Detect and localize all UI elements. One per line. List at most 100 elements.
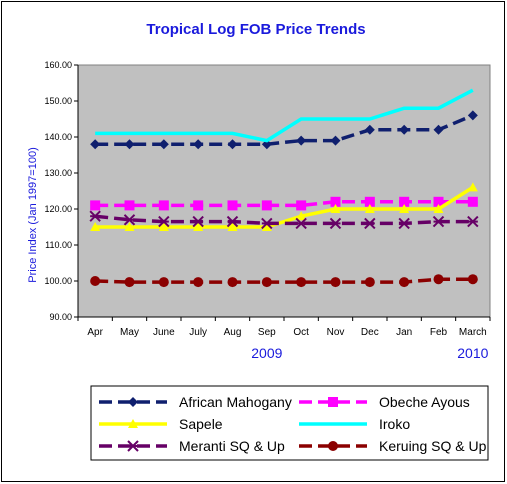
data-point: [90, 139, 101, 150]
data-point: [364, 277, 375, 288]
x-tick-label: June: [153, 327, 175, 338]
series-line: [95, 185, 474, 229]
data-point: [467, 182, 478, 192]
data-point: [261, 277, 272, 288]
legend-swatch-marker: [128, 397, 138, 407]
data-point: [433, 274, 444, 285]
data-point: [432, 215, 445, 228]
data-point: [364, 124, 375, 135]
data-point: [399, 204, 410, 213]
legend-entry: Iroko: [299, 416, 410, 432]
y-tick-label: 140.00: [44, 132, 72, 142]
data-point: [158, 222, 169, 231]
data-point: [296, 200, 307, 211]
data-point: [261, 200, 272, 211]
data-point: [467, 274, 478, 285]
data-point: [124, 277, 135, 288]
data-point: [227, 222, 238, 231]
data-point: [261, 222, 272, 231]
legend-label: African Mahogany: [179, 394, 292, 410]
x-tick-label: Nov: [327, 327, 345, 338]
data-point: [364, 196, 375, 207]
data-point: [261, 217, 273, 230]
data-point: [90, 200, 101, 211]
data-point: [193, 277, 204, 288]
y-tick-label: 100.00: [44, 276, 72, 286]
data-point: [226, 215, 239, 228]
data-point: [193, 139, 204, 150]
series-iroko: [95, 88, 474, 143]
x-tick-label: May: [120, 327, 139, 338]
y-tick-label: 160.00: [44, 60, 72, 70]
series-line: [95, 88, 474, 143]
data-point: [123, 214, 136, 226]
data-point: [330, 277, 341, 288]
y-axis-label: Price Index (Jan 1997=100): [27, 147, 39, 282]
legend-swatch-marker: [127, 440, 139, 452]
year-label: 2009: [251, 345, 282, 361]
data-point: [124, 200, 135, 211]
data-point: [227, 200, 238, 211]
x-tick-label: Aug: [224, 327, 242, 338]
data-point: [433, 204, 444, 213]
data-point: [158, 139, 169, 150]
x-tick-label: Oct: [293, 327, 309, 338]
series-line: [95, 200, 473, 208]
data-point: [364, 217, 376, 230]
legend: African Mahogany Obeche Ayous Sapele Iroko M…: [90, 385, 489, 461]
data-point: [227, 139, 238, 150]
data-point: [296, 277, 307, 288]
data-point: [467, 196, 478, 207]
data-point: [296, 211, 307, 221]
data-point: [330, 135, 341, 146]
x-tick-label: Feb: [430, 327, 448, 338]
y-tick-label: 130.00: [44, 168, 72, 178]
year-label: 2010: [457, 345, 488, 361]
data-point: [89, 210, 101, 222]
data-point: [364, 204, 375, 213]
data-point: [193, 222, 204, 231]
x-tick-label: March: [459, 327, 487, 338]
series-line: [95, 113, 474, 146]
legend-label: Iroko: [379, 416, 410, 432]
legend-label: Meranti SQ & Up: [179, 438, 285, 454]
data-point: [124, 222, 135, 231]
x-tick-label: Apr: [87, 327, 103, 338]
x-tick-label: Sep: [258, 327, 276, 338]
data-point: [296, 135, 307, 146]
legend-entry: Sapele: [99, 416, 223, 432]
data-point: [330, 204, 341, 213]
legend-entry: African Mahogany: [99, 394, 292, 410]
legend-label: Obeche Ayous: [379, 394, 470, 410]
data-point: [433, 196, 444, 207]
data-point: [295, 217, 307, 230]
data-point: [399, 196, 410, 207]
legend-label: Sapele: [179, 416, 223, 432]
x-tick-label: Jan: [396, 327, 412, 338]
data-point: [398, 217, 410, 230]
data-point: [329, 217, 342, 230]
legend-swatch-marker: [128, 419, 138, 428]
x-tick-label: July: [189, 327, 207, 338]
data-point: [399, 124, 410, 135]
data-point: [467, 215, 479, 228]
y-tick-label: 120.00: [44, 204, 72, 214]
x-tick-label: Dec: [361, 327, 379, 338]
legend-entry: Keruing SQ & Up: [299, 438, 487, 454]
series-keruing-sq-up: [90, 274, 478, 288]
data-point: [330, 196, 341, 207]
data-point: [433, 124, 444, 135]
data-point: [90, 276, 101, 286]
data-point: [158, 215, 170, 228]
y-tick-label: 150.00: [44, 96, 72, 106]
data-point: [399, 277, 410, 288]
legend-entry: Meranti SQ & Up: [99, 438, 285, 454]
y-tick-label: 90.00: [49, 312, 72, 322]
legend-swatch-marker: [328, 441, 338, 451]
legend-entry: Obeche Ayous: [299, 394, 470, 410]
chart-title: Tropical Log FOB Price Trends: [146, 21, 365, 38]
data-point: [90, 222, 101, 231]
data-point: [158, 277, 169, 288]
